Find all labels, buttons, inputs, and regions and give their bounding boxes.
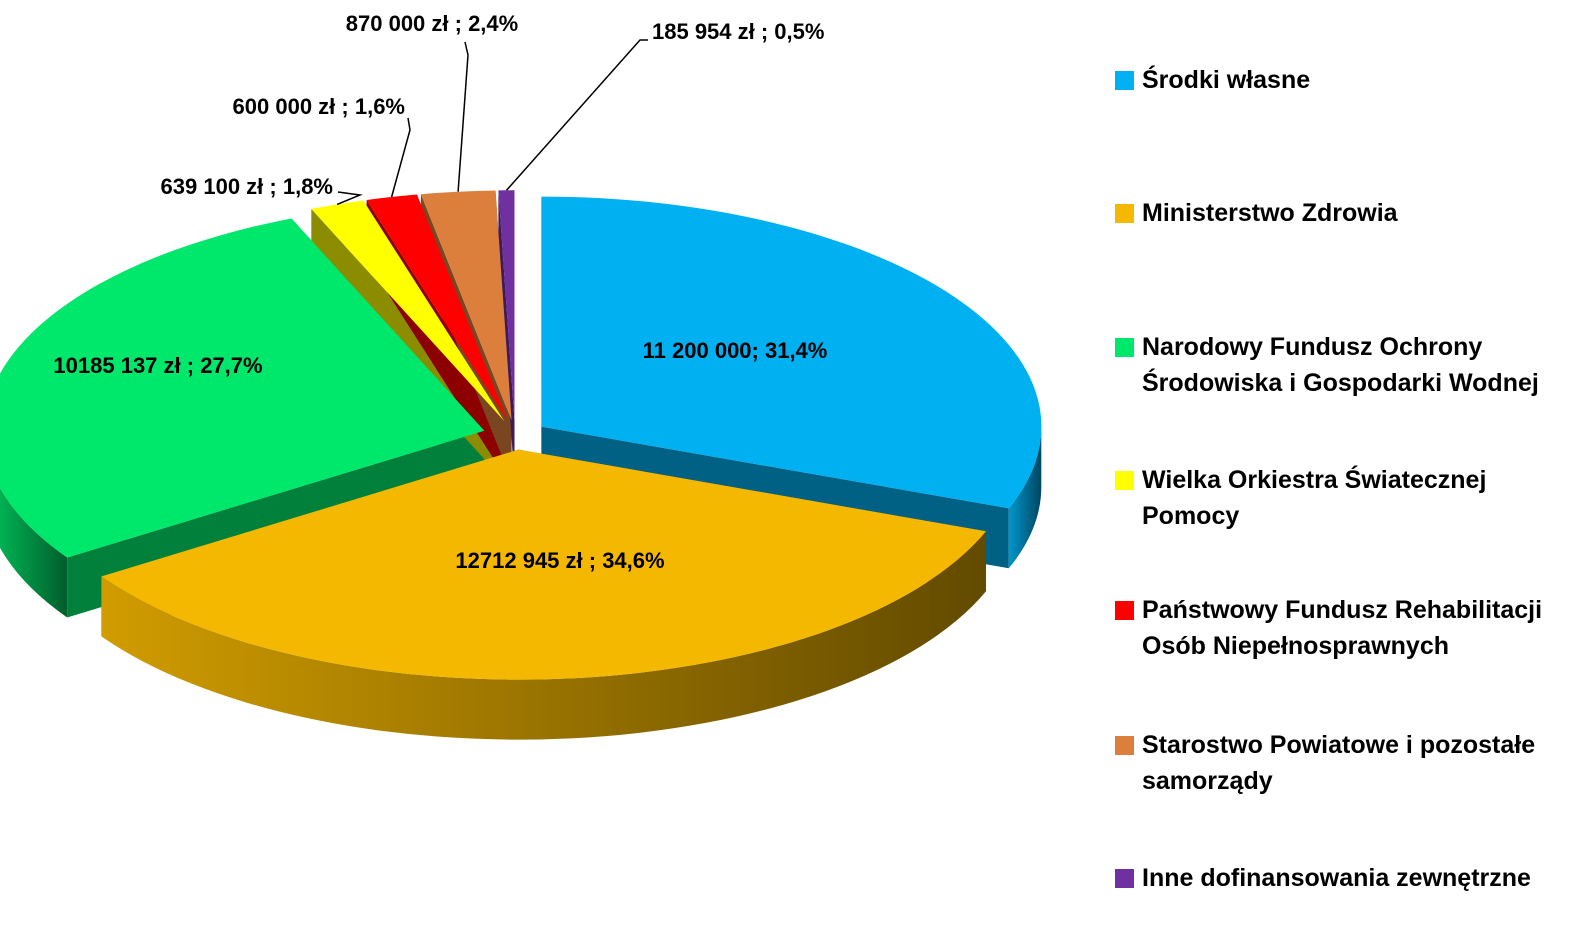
chart: 11 200 000; 31,4% 12712 945 zł ; 34,6% 101… [0, 11, 1042, 740]
legend-label: Ministerstwo Zdrowia [1142, 199, 1398, 227]
slice [101, 449, 986, 680]
legend-swatch [1115, 869, 1134, 888]
legend-swatch [1115, 471, 1134, 490]
leader-line [457, 41, 469, 192]
legend-swatch [1115, 736, 1134, 755]
leader-line [505, 39, 648, 191]
legend-label: Środki własne [1142, 66, 1311, 94]
legend-swatch [1115, 71, 1134, 90]
slice [420, 190, 512, 421]
slice [311, 200, 505, 422]
legend-label: Państwowy Fundusz Rehabilitacji Osób Nie… [1142, 596, 1543, 660]
data-label: 600 000 zł ; 1,6% [233, 94, 405, 119]
data-label: 639 100 zł ; 1,8% [161, 174, 333, 199]
legend-swatch [1115, 204, 1134, 223]
slice [541, 196, 1042, 509]
slice [498, 190, 515, 421]
slice-wall [101, 531, 986, 740]
slice [0, 218, 485, 558]
legend-swatch [1115, 601, 1134, 620]
data-label: 12712 945 zł ; 34,6% [455, 548, 664, 573]
legend-label: Starostwo Powiatowe i pozostałe samorząd… [1142, 731, 1536, 795]
legend-label: Inne dofinansowania zewnętrzne [1142, 864, 1531, 892]
legend-swatch [1115, 338, 1134, 357]
leader-line [390, 117, 411, 198]
data-label: 185 954 zł ; 0,5% [652, 19, 824, 44]
slice-wall [0, 487, 68, 618]
legend-label: Wielka Orkiestra Światecznej Pomocy [1142, 466, 1487, 530]
legend-label: Narodowy Fundusz Ochrony Środowiska i Go… [1142, 333, 1539, 397]
data-label: 10185 137 zł ; 27,7% [53, 353, 262, 378]
slice-wall [1008, 426, 1042, 569]
data-label: 11 200 000; 31,4% [643, 338, 828, 363]
data-label: 870 000 zł ; 2,4% [346, 11, 518, 36]
slice [366, 194, 508, 421]
leader-line [336, 191, 363, 206]
